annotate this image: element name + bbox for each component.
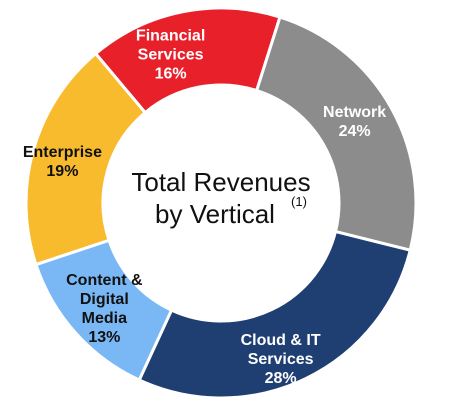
slice-category-label: Media: [82, 310, 127, 327]
slice-label: Content & Digital Media 13%: [66, 272, 143, 346]
slice-value-label: 24%: [339, 123, 371, 140]
slice-value-label: 16%: [155, 65, 187, 82]
slice-value-label: 13%: [88, 329, 120, 346]
slice-label: Network 24%: [323, 104, 386, 140]
donut-slice-network: [254, 15, 418, 252]
center-title-line-1: Total Revenues: [131, 167, 310, 197]
slice-category-label: Cloud & IT: [241, 332, 321, 349]
slice-category-label: Financial: [136, 27, 205, 44]
slice-category-label: Digital: [80, 291, 129, 308]
slice-label: Cloud & IT Services 28%: [241, 332, 321, 387]
slice-category-label: Services: [138, 46, 204, 63]
slice-value-label: 28%: [265, 370, 297, 387]
slice-category-label: Enterprise: [23, 144, 102, 161]
slice-label: Enterprise 19%: [23, 144, 102, 180]
center-title-footnote: (1): [291, 194, 307, 209]
center-title-line-2: by Vertical: [155, 199, 275, 229]
donut-slice-enterprise: [24, 51, 148, 267]
donut-slices: [24, 6, 418, 400]
slice-value-label: 19%: [46, 163, 78, 180]
center-text: Total Revenues by Vertical (1): [131, 167, 310, 229]
donut-slice-cloud-it-services: [137, 229, 413, 400]
slice-category-label: Services: [248, 351, 314, 368]
slice-category-label: Content &: [66, 272, 143, 289]
slice-labels: Financial Services 16% Network 24% Cloud & IT…: [23, 27, 386, 387]
slice-label: Financial Services 16%: [136, 27, 205, 82]
slice-category-label: Network: [323, 104, 386, 121]
